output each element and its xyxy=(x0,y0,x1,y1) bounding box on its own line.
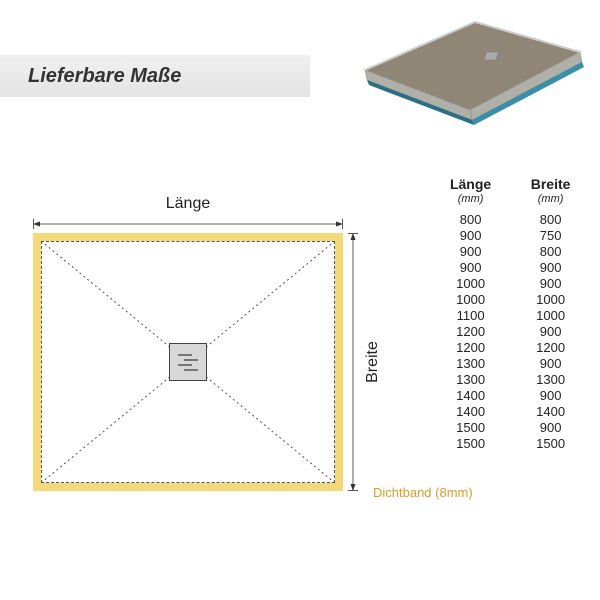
cell-length: 1300 xyxy=(430,355,511,371)
cell-width: 900 xyxy=(511,355,590,371)
table-row: 11001000 xyxy=(430,307,590,323)
cell-length: 1500 xyxy=(430,435,511,451)
cell-width: 800 xyxy=(511,211,590,227)
cell-width: 1000 xyxy=(511,307,590,323)
table-row: 10001000 xyxy=(430,291,590,307)
drain-icon xyxy=(169,343,207,381)
cell-width: 750 xyxy=(511,227,590,243)
table-unit-row: (mm) (mm) xyxy=(430,193,590,211)
cell-length: 800 xyxy=(430,211,511,227)
cell-width: 900 xyxy=(511,275,590,291)
diagram: Länge Breite Dichtband (8mm) xyxy=(33,195,378,555)
table-row: 1300900 xyxy=(430,355,590,371)
table-row: 14001400 xyxy=(430,403,590,419)
cell-length: 1000 xyxy=(430,291,511,307)
cell-width: 1400 xyxy=(511,403,590,419)
cell-width: 900 xyxy=(511,323,590,339)
table-header-row: Länge Breite xyxy=(430,175,590,193)
cell-length: 1300 xyxy=(430,371,511,387)
cell-width: 900 xyxy=(511,387,590,403)
width-dimension-line xyxy=(348,233,358,491)
cell-length: 900 xyxy=(430,243,511,259)
col-unit-length: (mm) xyxy=(430,193,511,211)
cell-length: 1400 xyxy=(430,403,511,419)
title-bar: Lieferbare Maße xyxy=(0,55,310,97)
cell-length: 900 xyxy=(430,227,511,243)
cell-width: 800 xyxy=(511,243,590,259)
dichtband-label: Dichtband (8mm) xyxy=(373,485,573,500)
cell-length: 1400 xyxy=(430,387,511,403)
cell-length: 1200 xyxy=(430,339,511,355)
table-row: 900750 xyxy=(430,227,590,243)
cell-width: 1300 xyxy=(511,371,590,387)
cell-width: 900 xyxy=(511,259,590,275)
cell-length: 900 xyxy=(430,259,511,275)
table-row: 1000900 xyxy=(430,275,590,291)
table-row: 1200900 xyxy=(430,323,590,339)
table-row: 1400900 xyxy=(430,387,590,403)
cell-length: 1200 xyxy=(430,323,511,339)
length-label: Länge xyxy=(33,195,343,213)
col-unit-width: (mm) xyxy=(511,193,590,211)
table-row: 12001200 xyxy=(430,339,590,355)
table-row: 1500900 xyxy=(430,419,590,435)
table-row: 13001300 xyxy=(430,371,590,387)
col-header-width: Breite xyxy=(511,175,590,193)
width-label-wrap: Breite xyxy=(363,233,383,491)
width-label: Breite xyxy=(364,341,382,383)
col-header-length: Länge xyxy=(430,175,511,193)
dimensions-table: Länge Breite (mm) (mm) 80080090075090080… xyxy=(430,175,590,451)
table-row: 800800 xyxy=(430,211,590,227)
cell-length: 1000 xyxy=(430,275,511,291)
length-dimension-line xyxy=(33,219,343,229)
table-row: 15001500 xyxy=(430,435,590,451)
product-image xyxy=(345,10,590,140)
table-row: 900800 xyxy=(430,243,590,259)
page-title: Lieferbare Maße xyxy=(28,65,181,88)
cell-width: 1500 xyxy=(511,435,590,451)
table-row: 900900 xyxy=(430,259,590,275)
cell-width: 1000 xyxy=(511,291,590,307)
cell-length: 1500 xyxy=(430,419,511,435)
cell-width: 900 xyxy=(511,419,590,435)
cell-width: 1200 xyxy=(511,339,590,355)
cell-length: 1100 xyxy=(430,307,511,323)
